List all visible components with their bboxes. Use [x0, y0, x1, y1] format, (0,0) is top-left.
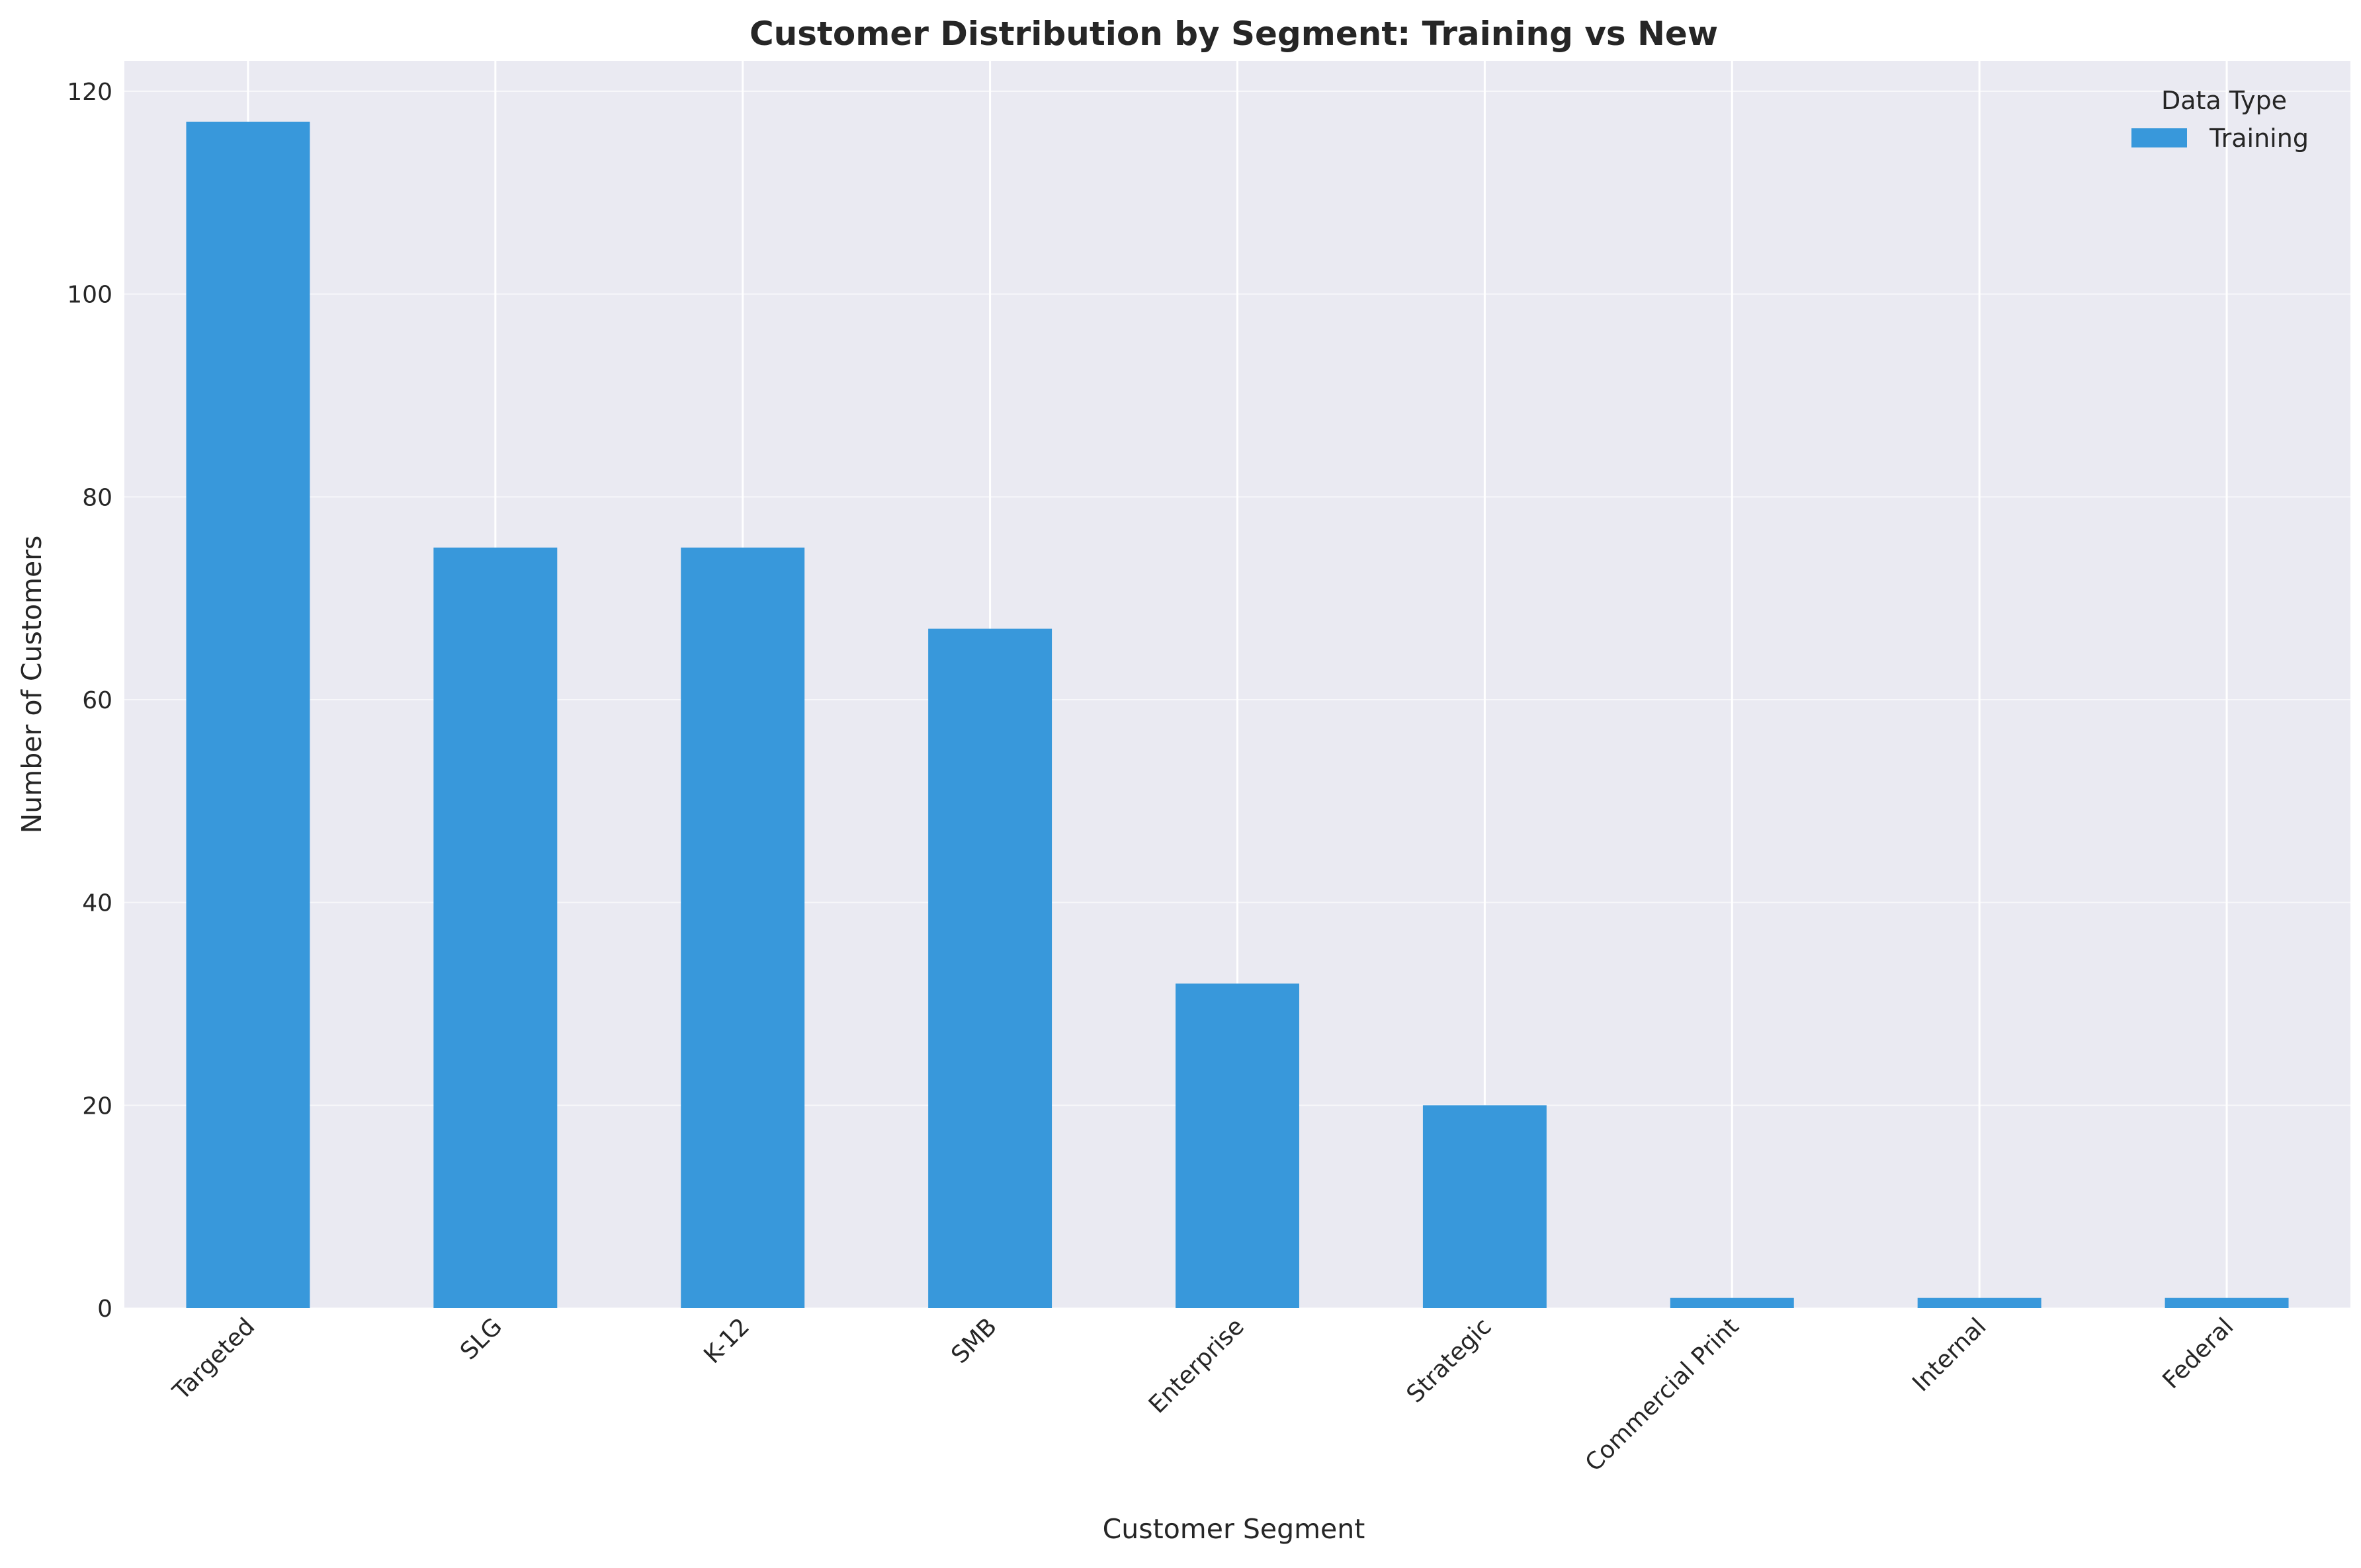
chart-title: Customer Distribution by Segment: Traini…: [750, 15, 1718, 53]
y-tick-label: 20: [82, 1093, 112, 1120]
bars: [186, 122, 2289, 1308]
bar-federal: [2165, 1298, 2289, 1308]
bar-internal: [1917, 1298, 2041, 1308]
y-axis-label: Number of Customers: [16, 536, 48, 834]
x-axis-label: Customer Segment: [1103, 1513, 1365, 1545]
y-tick-label: 40: [82, 890, 112, 917]
y-tick-label: 80: [82, 484, 112, 511]
legend: Data Type Training: [2131, 86, 2309, 153]
y-tick-label: 0: [97, 1296, 112, 1323]
y-tick-label: 120: [67, 79, 112, 106]
y-tick-label: 60: [82, 687, 112, 714]
bar-slg: [433, 548, 558, 1308]
bar-strategic: [1422, 1105, 1547, 1308]
bar-smb: [928, 628, 1052, 1308]
bar-enterprise: [1176, 983, 1299, 1308]
bar-commercial-print: [1670, 1298, 1794, 1308]
bar-k-12: [681, 548, 805, 1308]
legend-title: Data Type: [2161, 86, 2287, 115]
y-tick-label: 100: [67, 282, 112, 309]
legend-swatch-training: [2131, 128, 2187, 147]
y-axis-ticks: 0 20 40 60 80 100 120: [67, 79, 112, 1323]
legend-label-training: Training: [2209, 124, 2309, 153]
bar-targeted: [186, 122, 310, 1308]
